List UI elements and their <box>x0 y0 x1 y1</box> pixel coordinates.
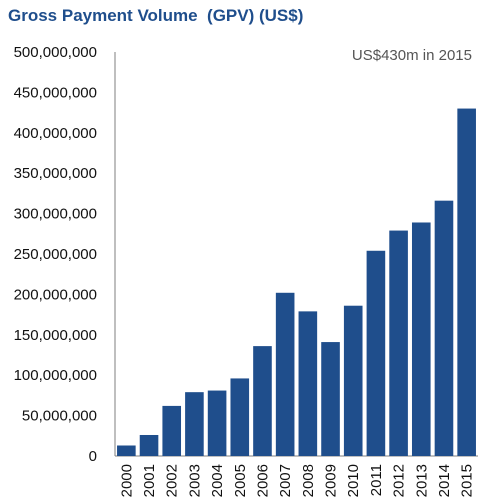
x-tick-label: 2011 <box>368 464 385 496</box>
x-tick-label: 2000 <box>118 464 135 497</box>
x-tick-label: 2014 <box>436 464 453 497</box>
x-tick-label: 2005 <box>232 464 249 497</box>
chart-annotation: US$430m in 2015 <box>352 47 472 64</box>
bar <box>298 311 318 456</box>
bar <box>457 108 476 456</box>
x-tick-label: 2008 <box>300 464 317 497</box>
chart-title: Gross Payment Volume (GPV) (US$) <box>8 6 304 25</box>
y-tick-label: 150,000,000 <box>14 327 97 344</box>
x-tick-label: 2012 <box>391 464 408 497</box>
bar <box>117 445 136 456</box>
x-tick-label: 2013 <box>413 464 430 497</box>
bar <box>207 390 227 456</box>
y-tick-label: 200,000,000 <box>14 286 97 303</box>
y-tick-label: 500,000,000 <box>14 44 97 61</box>
bar <box>389 230 408 456</box>
bars <box>117 108 476 456</box>
x-tick-label: 2003 <box>186 464 203 497</box>
x-tick-label: 2009 <box>323 464 340 497</box>
y-tick-label: 350,000,000 <box>14 165 97 182</box>
y-axis-ticks: 0 50,000,000 100,000,000 150,000,000 200,000… <box>14 44 97 465</box>
x-tick-label: 2010 <box>345 464 362 497</box>
x-tick-label: 2004 <box>209 464 226 497</box>
bar <box>343 305 363 456</box>
y-tick-label: 0 <box>89 448 97 465</box>
bar <box>230 378 250 456</box>
bar <box>321 342 340 456</box>
y-tick-label: 450,000,000 <box>14 84 97 101</box>
bar <box>162 405 182 456</box>
bar <box>185 392 204 456</box>
x-tick-label: 2006 <box>254 464 271 497</box>
y-tick-label: 400,000,000 <box>14 125 97 142</box>
x-tick-label: 2015 <box>459 464 476 497</box>
bar <box>139 434 159 456</box>
x-axis-ticks: 2000 2001 2002 2003 2004 2005 2006 2007 2008 2009… <box>118 464 475 497</box>
bar <box>411 222 431 456</box>
bar <box>366 250 386 456</box>
bar <box>275 292 295 456</box>
y-tick-label: 100,000,000 <box>14 367 97 384</box>
x-tick-label: 2007 <box>277 464 294 497</box>
x-tick-label: 2002 <box>164 464 181 497</box>
y-tick-label: 50,000,000 <box>22 408 97 425</box>
x-tick-label: 2001 <box>141 464 158 497</box>
bar <box>434 200 454 456</box>
y-tick-label: 300,000,000 <box>14 206 97 223</box>
bar <box>253 346 272 456</box>
y-tick-label: 250,000,000 <box>14 246 97 263</box>
